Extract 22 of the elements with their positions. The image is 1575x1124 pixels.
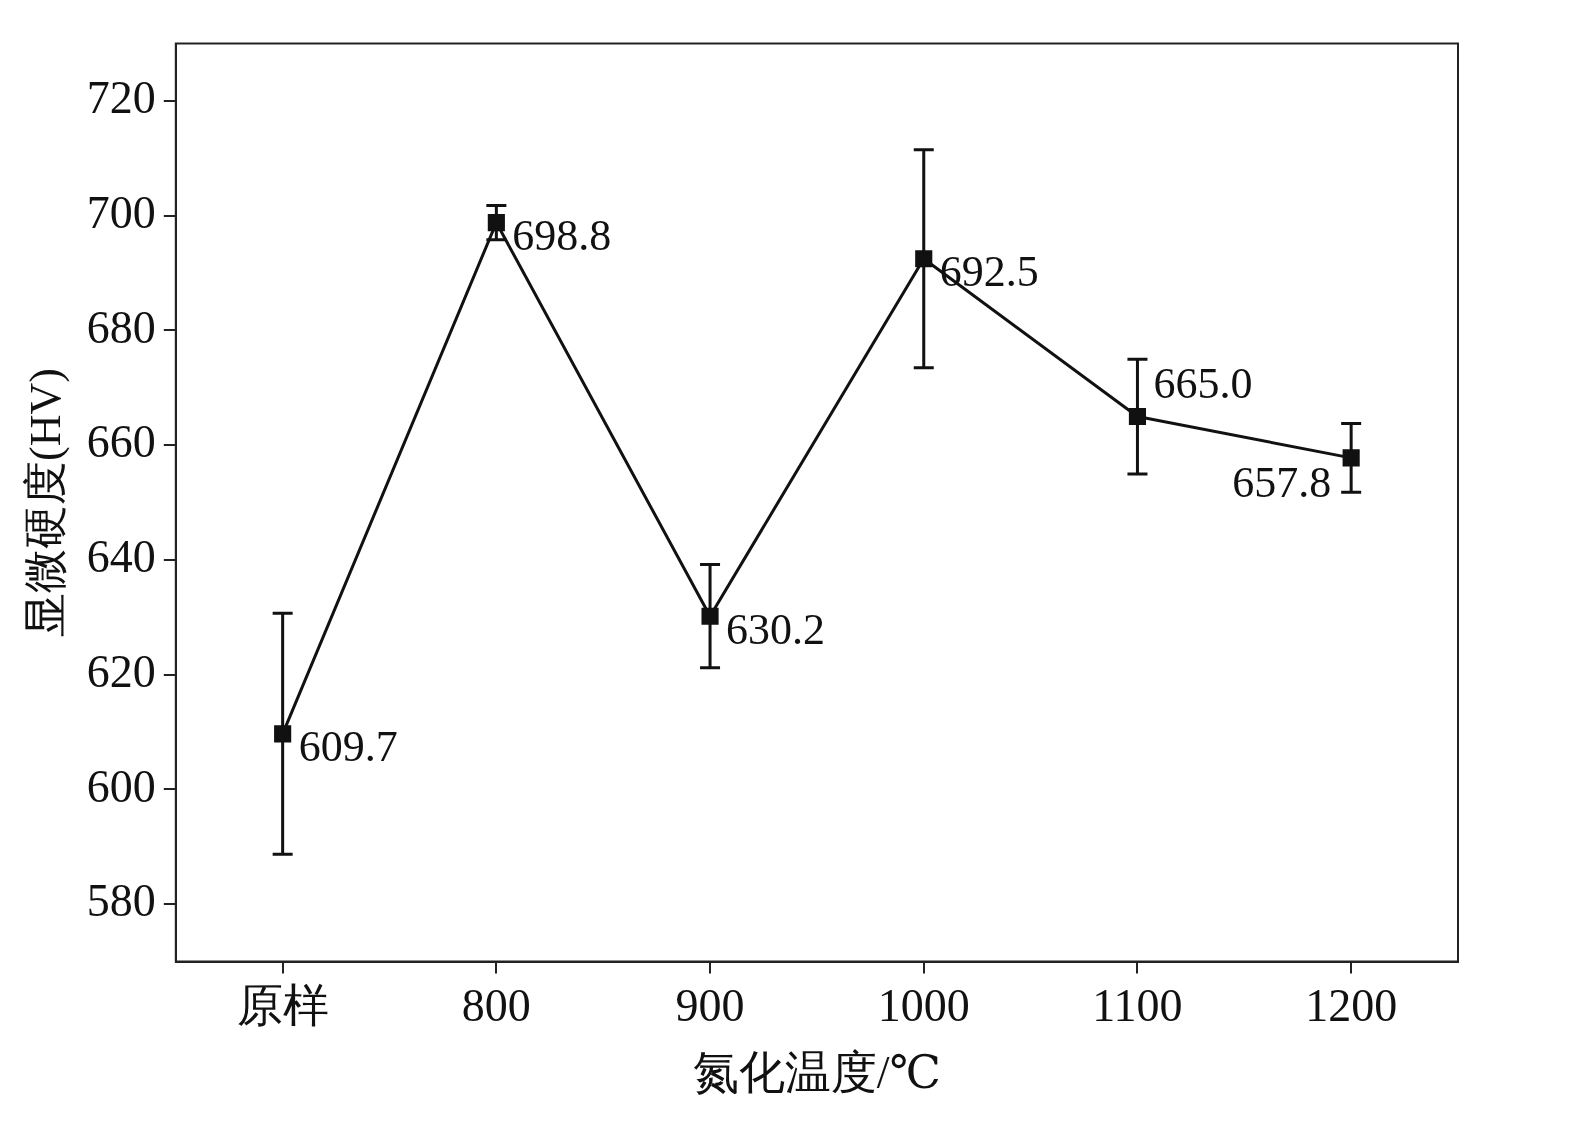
y-tick-label: 660 bbox=[86, 416, 156, 468]
y-tick-label: 700 bbox=[86, 186, 156, 238]
data-label: 698.8 bbox=[512, 211, 612, 261]
y-tick-label: 680 bbox=[86, 301, 156, 353]
y-axis-title: 显微硬度(HV) bbox=[20, 368, 70, 638]
x-tick-label: 1100 bbox=[1092, 980, 1183, 1032]
data-label: 609.7 bbox=[298, 722, 398, 772]
y-tick-label: 640 bbox=[86, 531, 156, 583]
y-tick-label: 720 bbox=[86, 72, 156, 124]
x-tick-label: 900 bbox=[675, 980, 745, 1032]
data-label: 692.5 bbox=[939, 247, 1039, 297]
x-tick-label: 1000 bbox=[877, 980, 970, 1032]
x-tick-label: 1200 bbox=[1305, 980, 1398, 1032]
x-tick-label: 800 bbox=[461, 980, 531, 1032]
y-tick-label: 620 bbox=[86, 645, 156, 697]
y-tick-label: 600 bbox=[86, 760, 156, 812]
x-tick-label: 原样 bbox=[236, 980, 329, 1032]
data-label: 657.8 bbox=[1232, 458, 1332, 508]
data-label: 665.0 bbox=[1153, 359, 1253, 409]
y-tick-label: 580 bbox=[86, 875, 156, 927]
data-label: 630.2 bbox=[726, 604, 826, 654]
x-axis-title: 氮化温度/℃ bbox=[692, 1047, 942, 1099]
